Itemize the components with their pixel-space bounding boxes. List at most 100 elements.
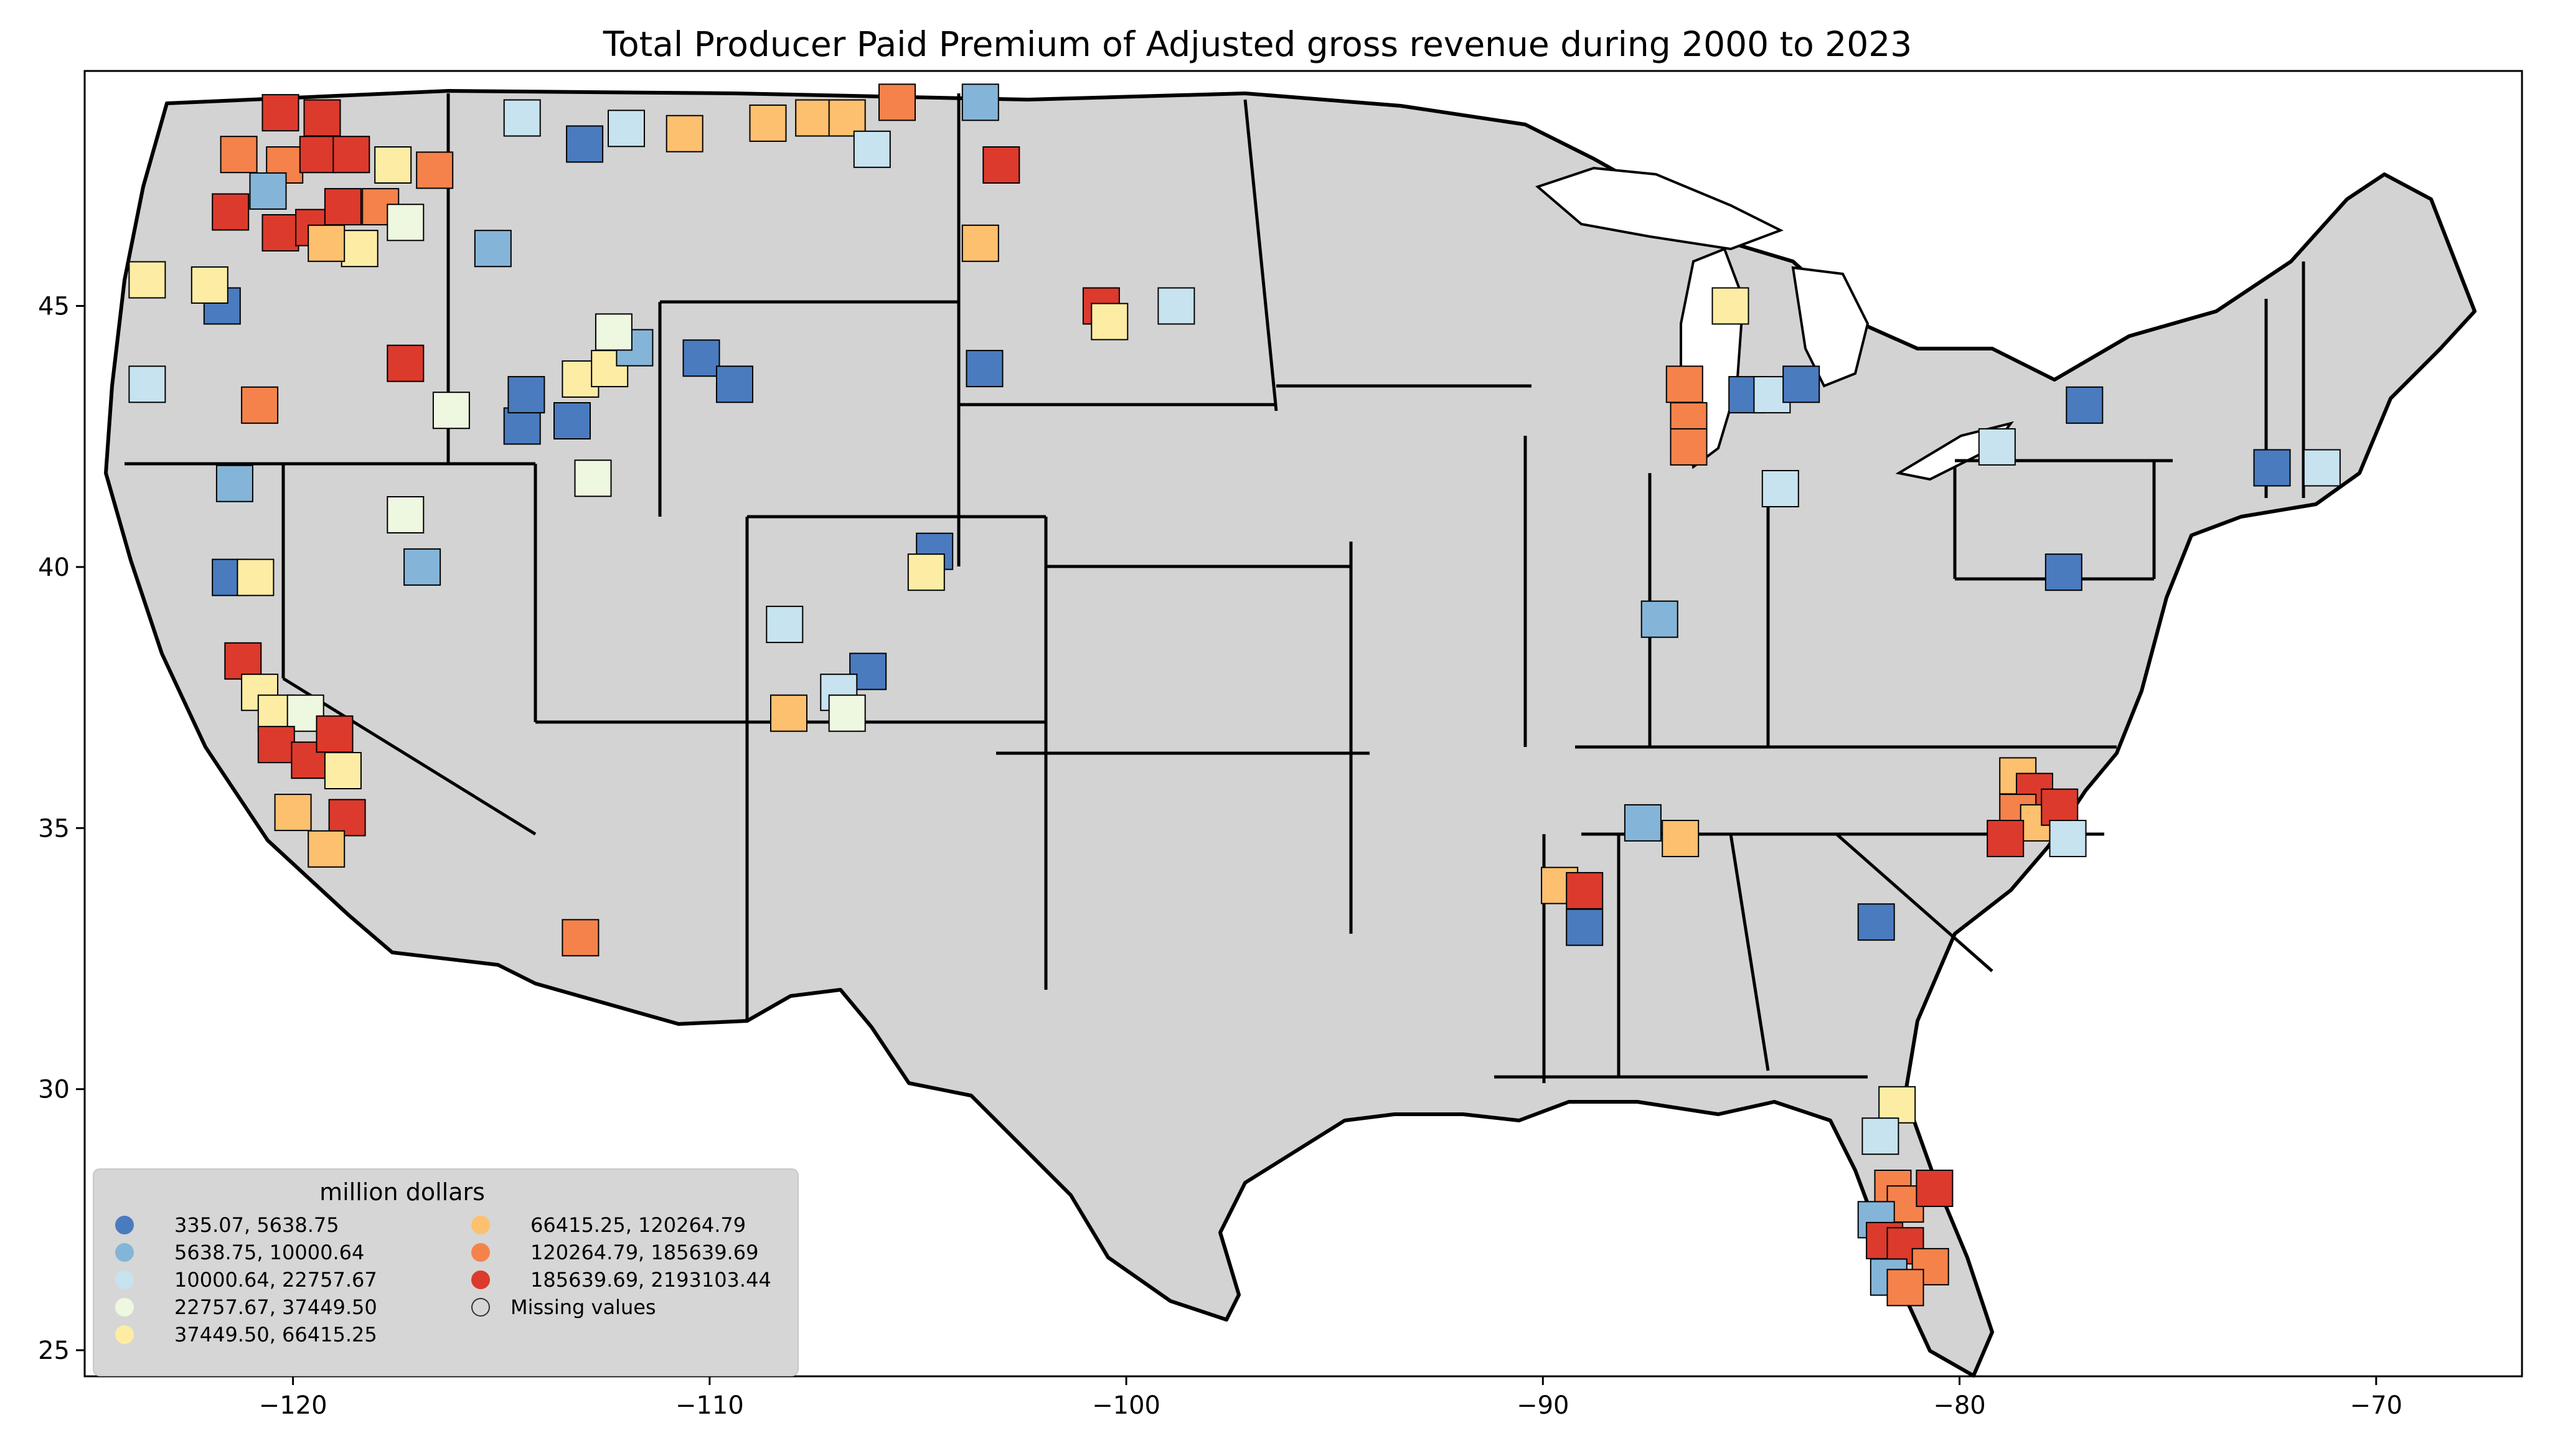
county-cell-51 (566, 125, 604, 163)
county-cell-37 (237, 558, 275, 596)
legend-label-5: 66415.25, 120264.79 (530, 1213, 746, 1237)
county-cell-19 (191, 266, 228, 304)
county-cell-1 (303, 99, 341, 137)
legend-label-0: 335.07, 5638.75 (174, 1213, 339, 1237)
county-cell-33 (215, 464, 253, 502)
x-tick-label-0: −120 (259, 1391, 327, 1420)
county-cell-35 (403, 548, 441, 586)
county-cell-99 (1566, 871, 1604, 909)
legend-marker-6 (471, 1243, 490, 1262)
county-cell-49 (562, 919, 600, 957)
legend-label-1: 5638.75, 10000.64 (174, 1241, 364, 1264)
legend-marker-0 (115, 1216, 134, 1234)
legend-label-8: Missing values (510, 1295, 656, 1319)
county-cell-70 (961, 224, 999, 262)
county-cell-97 (1624, 804, 1662, 842)
county-cell-93 (2041, 788, 2079, 826)
county-cell-9 (261, 214, 299, 251)
y-tick-label-1: 30 (38, 1076, 70, 1104)
county-cell-11 (324, 188, 362, 226)
county-cell-16 (416, 151, 454, 189)
county-cell-30 (595, 313, 633, 351)
county-cell-47 (274, 794, 312, 832)
county-cell-86 (2253, 449, 2291, 487)
county-layer (128, 83, 2341, 1307)
county-cell-82 (1761, 470, 1799, 507)
county-cell-46 (328, 799, 366, 837)
county-cell-17 (474, 230, 512, 268)
county-cell-74 (966, 350, 1004, 388)
county-cell-25 (507, 376, 545, 414)
legend-marker-3 (115, 1298, 134, 1317)
county-cell-72 (1091, 303, 1129, 341)
county-cell-57 (853, 130, 891, 168)
county-cell-6 (374, 146, 412, 184)
county-cell-44 (316, 715, 354, 753)
county-cell-22 (387, 344, 425, 382)
legend-label-4: 37449.50, 66415.25 (174, 1323, 377, 1346)
county-cell-45 (324, 752, 362, 789)
plot-frame (83, 70, 2523, 1378)
county-cell-58 (878, 83, 916, 121)
county-cell-48 (308, 830, 346, 868)
legend-label-3: 22757.67, 37449.50 (174, 1295, 377, 1319)
county-cell-56 (828, 99, 866, 137)
county-cell-87 (2303, 449, 2341, 487)
county-cell-66 (770, 694, 807, 732)
county-cell-85 (2066, 386, 2104, 424)
axes: −120 −110 −100 −90 −80 −70 25 30 35 40 45 (38, 292, 2402, 1420)
county-cell-31 (574, 459, 612, 497)
county-cell-53 (666, 115, 703, 153)
county-cell-54 (749, 104, 787, 142)
chart-title: Total Producer Paid Premium of Adjusted … (603, 24, 1912, 64)
county-cell-67 (828, 694, 866, 732)
county-cell-77 (1670, 428, 1708, 466)
y-tick-label-0: 25 (38, 1336, 70, 1365)
county-cell-100 (1566, 908, 1604, 946)
county-cell-94 (1987, 820, 2025, 857)
x-tick-label-5: −70 (2350, 1391, 2402, 1420)
county-cell-5 (332, 136, 370, 174)
lake-superior (1535, 166, 1784, 251)
county-cell-7 (249, 172, 287, 210)
county-cell-34 (387, 496, 425, 533)
x-tick-label-1: −110 (675, 1391, 744, 1420)
legend-label-2: 10000.64, 22757.67 (174, 1268, 377, 1292)
y-tick-label-4: 45 (38, 292, 70, 321)
county-cell-102 (1878, 1086, 1916, 1124)
county-cell-0 (261, 94, 299, 132)
county-cell-23 (432, 392, 470, 430)
county-cell-26 (553, 402, 591, 439)
legend-label-7: 185639.69, 2193103.44 (530, 1268, 771, 1292)
county-cell-4 (299, 136, 337, 174)
county-cell-52 (608, 110, 645, 148)
county-cell-68 (961, 83, 999, 121)
legend-marker-1 (115, 1243, 134, 1262)
legend-marker-5 (471, 1216, 490, 1234)
county-cell-55 (795, 99, 833, 137)
county-cell-80 (1782, 365, 1820, 403)
county-cell-2 (220, 136, 258, 174)
county-cell-106 (1916, 1170, 1954, 1207)
county-cell-101 (1857, 903, 1895, 941)
county-cell-60 (716, 365, 753, 403)
y-tick-label-3: 40 (38, 553, 70, 582)
county-cell-83 (1640, 600, 1678, 638)
x-tick-label-4: −80 (1933, 1391, 1985, 1420)
county-cell-112 (1886, 1269, 1924, 1307)
legend-marker-7 (471, 1270, 490, 1289)
county-cell-81 (1711, 287, 1749, 325)
legend-title: million dollars (319, 1178, 485, 1206)
x-tick-label-3: −90 (1517, 1391, 1569, 1420)
county-cell-20 (128, 261, 166, 299)
x-tick-label-2: −100 (1092, 1391, 1160, 1420)
legend-entries: 335.07, 5638.75 5638.75, 10000.64 10000.64… (115, 1213, 771, 1346)
county-cell-15 (308, 224, 346, 262)
legend-marker-8 (471, 1298, 490, 1317)
legend-label-6: 120264.79, 185639.69 (530, 1241, 758, 1264)
lake-huron (1791, 266, 1870, 388)
legend-marker-4 (115, 1325, 134, 1344)
county-cell-75 (1665, 365, 1703, 403)
county-cell-14 (341, 230, 379, 268)
